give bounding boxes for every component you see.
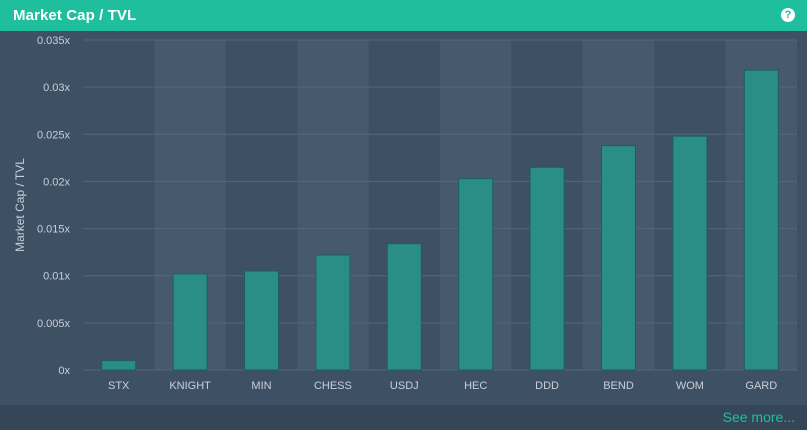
panel-header: Market Cap / TVL ? [0, 0, 807, 31]
bar [172, 273, 208, 371]
see-more-link[interactable]: See more... [722, 409, 795, 425]
y-tick-label: 0.02x [43, 176, 70, 188]
y-axis-title: Market Cap / TVL [13, 158, 27, 252]
y-tick-label: 0.025x [37, 129, 71, 141]
x-tick-label: USDJ [390, 380, 419, 392]
chart-area: 0x 0.005x 0.01x 0.015x 0.02x 0.025x 0.03x 0.035… [0, 31, 807, 405]
bar-chart: 0x 0.005x 0.01x 0.015x 0.02x 0.025x 0.03x 0.035… [13, 35, 797, 392]
y-tick-label: 0.035x [37, 35, 71, 47]
x-tick-label: CHESS [314, 380, 352, 392]
x-tick-label: GARD [745, 380, 777, 392]
bar [601, 145, 636, 371]
y-tick-label: 0.01x [43, 271, 70, 283]
x-tick-label: HEC [464, 380, 487, 392]
bar [244, 270, 279, 371]
bar [315, 254, 351, 371]
panel-title: Market Cap / TVL [13, 7, 137, 24]
x-tick-label: MIN [251, 380, 271, 392]
bar [529, 166, 565, 371]
x-tick-label: BEND [603, 380, 634, 392]
bar [672, 135, 708, 371]
x-tick-label: STX [108, 380, 130, 392]
x-tick-label: WOM [676, 380, 704, 392]
bar [386, 243, 422, 371]
x-tick-label: KNIGHT [169, 380, 211, 392]
x-tick-label: DDD [535, 380, 559, 392]
bar [458, 178, 494, 371]
y-tick-label: 0.03x [43, 82, 70, 94]
y-tick-label: 0.005x [37, 318, 71, 330]
bar [101, 360, 137, 371]
panel-footer: See more... [0, 405, 807, 430]
help-icon[interactable]: ? [781, 8, 795, 22]
y-tick-label: 0.015x [37, 224, 71, 236]
bar [743, 69, 779, 371]
y-tick-label: 0x [58, 365, 70, 377]
